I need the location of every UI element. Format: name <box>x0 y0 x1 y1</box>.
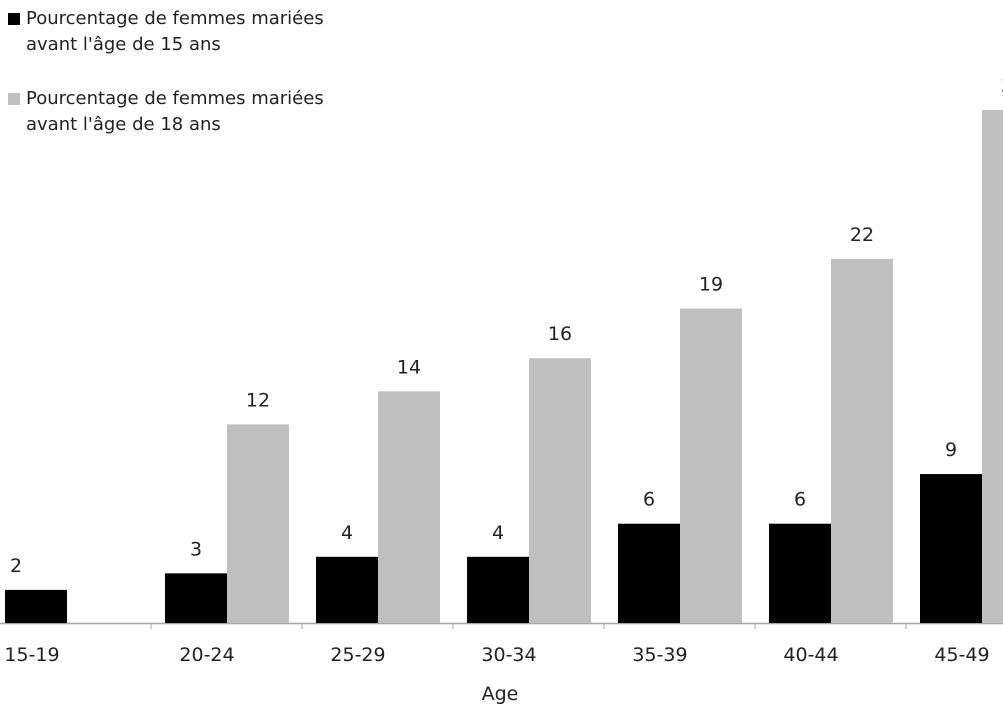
x-axis-title: Age <box>482 683 519 705</box>
bar <box>378 391 440 623</box>
bar <box>680 308 742 623</box>
legend-swatch-15 <box>8 13 20 25</box>
legend-label-18: Pourcentage de femmes mariées avant l'âg… <box>26 88 324 135</box>
data-label: 12 <box>246 389 270 411</box>
bar <box>165 573 227 623</box>
data-label: 4 <box>341 522 353 544</box>
bar <box>467 556 529 623</box>
x-tick-label: 35-39 <box>632 644 687 666</box>
x-tick-label: 40-44 <box>783 644 838 666</box>
x-tick-label: 30-34 <box>481 644 536 666</box>
bar <box>982 110 1003 623</box>
data-label: 19 <box>699 274 723 296</box>
data-label: 16 <box>548 323 572 345</box>
data-label: 4 <box>492 522 504 544</box>
bar <box>920 474 982 623</box>
bar <box>529 358 591 623</box>
data-label: 22 <box>850 224 874 246</box>
legend-item-15: Pourcentage de femmes mariées avant l'âg… <box>8 6 346 58</box>
x-tick-label: 25-29 <box>330 644 385 666</box>
data-label: 3 <box>190 538 202 560</box>
data-label: 2 <box>10 555 22 577</box>
x-tick-label: 15-19 <box>4 644 59 666</box>
bar <box>316 556 378 623</box>
data-label: 6 <box>794 489 806 511</box>
bar <box>831 258 893 623</box>
bar <box>618 523 680 623</box>
legend-swatch-18 <box>8 93 20 105</box>
data-label: 6 <box>643 489 655 511</box>
data-label: 31 <box>1001 75 1003 97</box>
data-label: 14 <box>397 356 421 378</box>
bar <box>769 523 831 623</box>
legend-label-15: Pourcentage de femmes mariées avant l'âg… <box>26 8 324 55</box>
bar <box>5 589 67 623</box>
x-tick-label: 20-24 <box>179 644 234 666</box>
legend: Pourcentage de femmes mariées avant l'âg… <box>8 6 346 166</box>
data-label: 9 <box>945 439 957 461</box>
x-tick-label: 45-49 <box>934 644 989 666</box>
legend-item-18: Pourcentage de femmes mariées avant l'âg… <box>8 86 346 138</box>
bar <box>227 424 289 623</box>
